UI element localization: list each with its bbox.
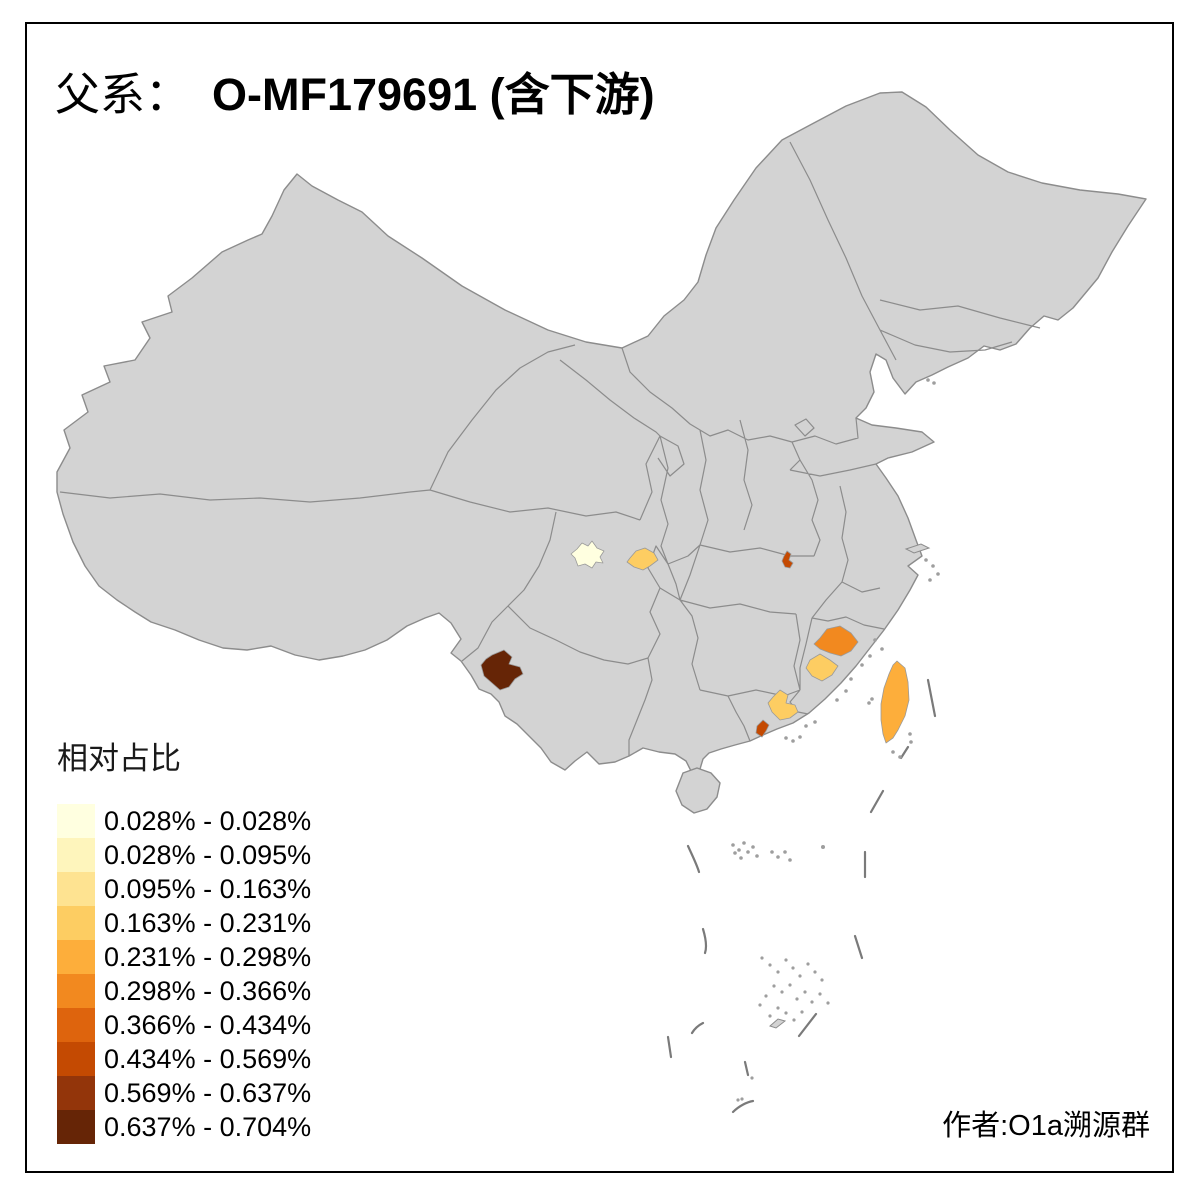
region-taiwan: [880, 660, 910, 744]
legend-label: 0.163% - 0.231%: [104, 908, 312, 938]
region-guangdong-central: [767, 689, 799, 721]
legend-label: 0.028% - 0.095%: [104, 840, 312, 870]
plot-frame: [25, 22, 1174, 1173]
legend-label: 0.434% - 0.569%: [104, 1044, 312, 1074]
region-hunan-enclave: [781, 550, 794, 569]
region-yunnan-west: [480, 649, 524, 691]
hainan-island: [675, 767, 721, 814]
legend-swatch: [57, 906, 95, 940]
map-title: 父系： O-MF179691 (含下游): [55, 58, 655, 123]
legend-label: 0.366% - 0.434%: [104, 1010, 312, 1040]
legend-row: 0.637% - 0.704%: [57, 1110, 311, 1144]
region-fujian-north: [813, 625, 859, 657]
legend-swatch: [57, 1076, 95, 1110]
legend-swatch: [57, 872, 95, 906]
region-fujian-central: [805, 653, 839, 682]
legend-row: 0.028% - 0.028%: [57, 804, 311, 838]
mainland-china: [56, 91, 1147, 774]
legend-swatch: [57, 974, 95, 1008]
legend-row: 0.163% - 0.231%: [57, 906, 311, 940]
nine-dash-line: [666, 678, 937, 1114]
legend-row: 0.569% - 0.637%: [57, 1076, 311, 1110]
legend-row: 0.434% - 0.569%: [57, 1042, 311, 1076]
legend-swatch: [57, 1110, 95, 1144]
legend-row: 0.366% - 0.434%: [57, 1008, 311, 1042]
highlight-regions: [480, 540, 910, 744]
legend-swatch: [57, 1008, 95, 1042]
legend-row: 0.298% - 0.366%: [57, 974, 311, 1008]
island-specks: [731, 378, 940, 1102]
region-sichuan-northeast: [626, 547, 659, 571]
legend-row: 0.231% - 0.298%: [57, 940, 311, 974]
region-sichuan-west: [570, 540, 605, 569]
legend-label: 0.569% - 0.637%: [104, 1078, 312, 1108]
legend: 相对占比 0.028% - 0.028% 0.028% - 0.095% 0.0…: [57, 742, 311, 1144]
legend-swatch: [57, 838, 95, 872]
legend-row: 0.028% - 0.095%: [57, 838, 311, 872]
legend-label: 0.028% - 0.028%: [104, 806, 312, 836]
legend-label: 0.637% - 0.704%: [104, 1112, 312, 1142]
author-credit: 作者:O1a溯源群: [942, 1110, 1150, 1142]
chongming-island: [904, 543, 931, 554]
title-haplogroup: O-MF179691 (含下游): [212, 69, 655, 120]
legend-title: 相对占比: [57, 741, 181, 776]
region-guangdong-coast: [755, 719, 770, 738]
legend-row: 0.095% - 0.163%: [57, 872, 311, 906]
legend-swatch: [57, 1042, 95, 1076]
south-sea-islet: [769, 1018, 787, 1029]
legend-swatch: [57, 804, 95, 838]
legend-label: 0.095% - 0.163%: [104, 874, 312, 904]
legend-label: 0.298% - 0.366%: [104, 976, 312, 1006]
legend-swatch: [57, 940, 95, 974]
title-prefix: 父系：: [55, 70, 191, 120]
legend-label: 0.231% - 0.298%: [104, 942, 312, 972]
